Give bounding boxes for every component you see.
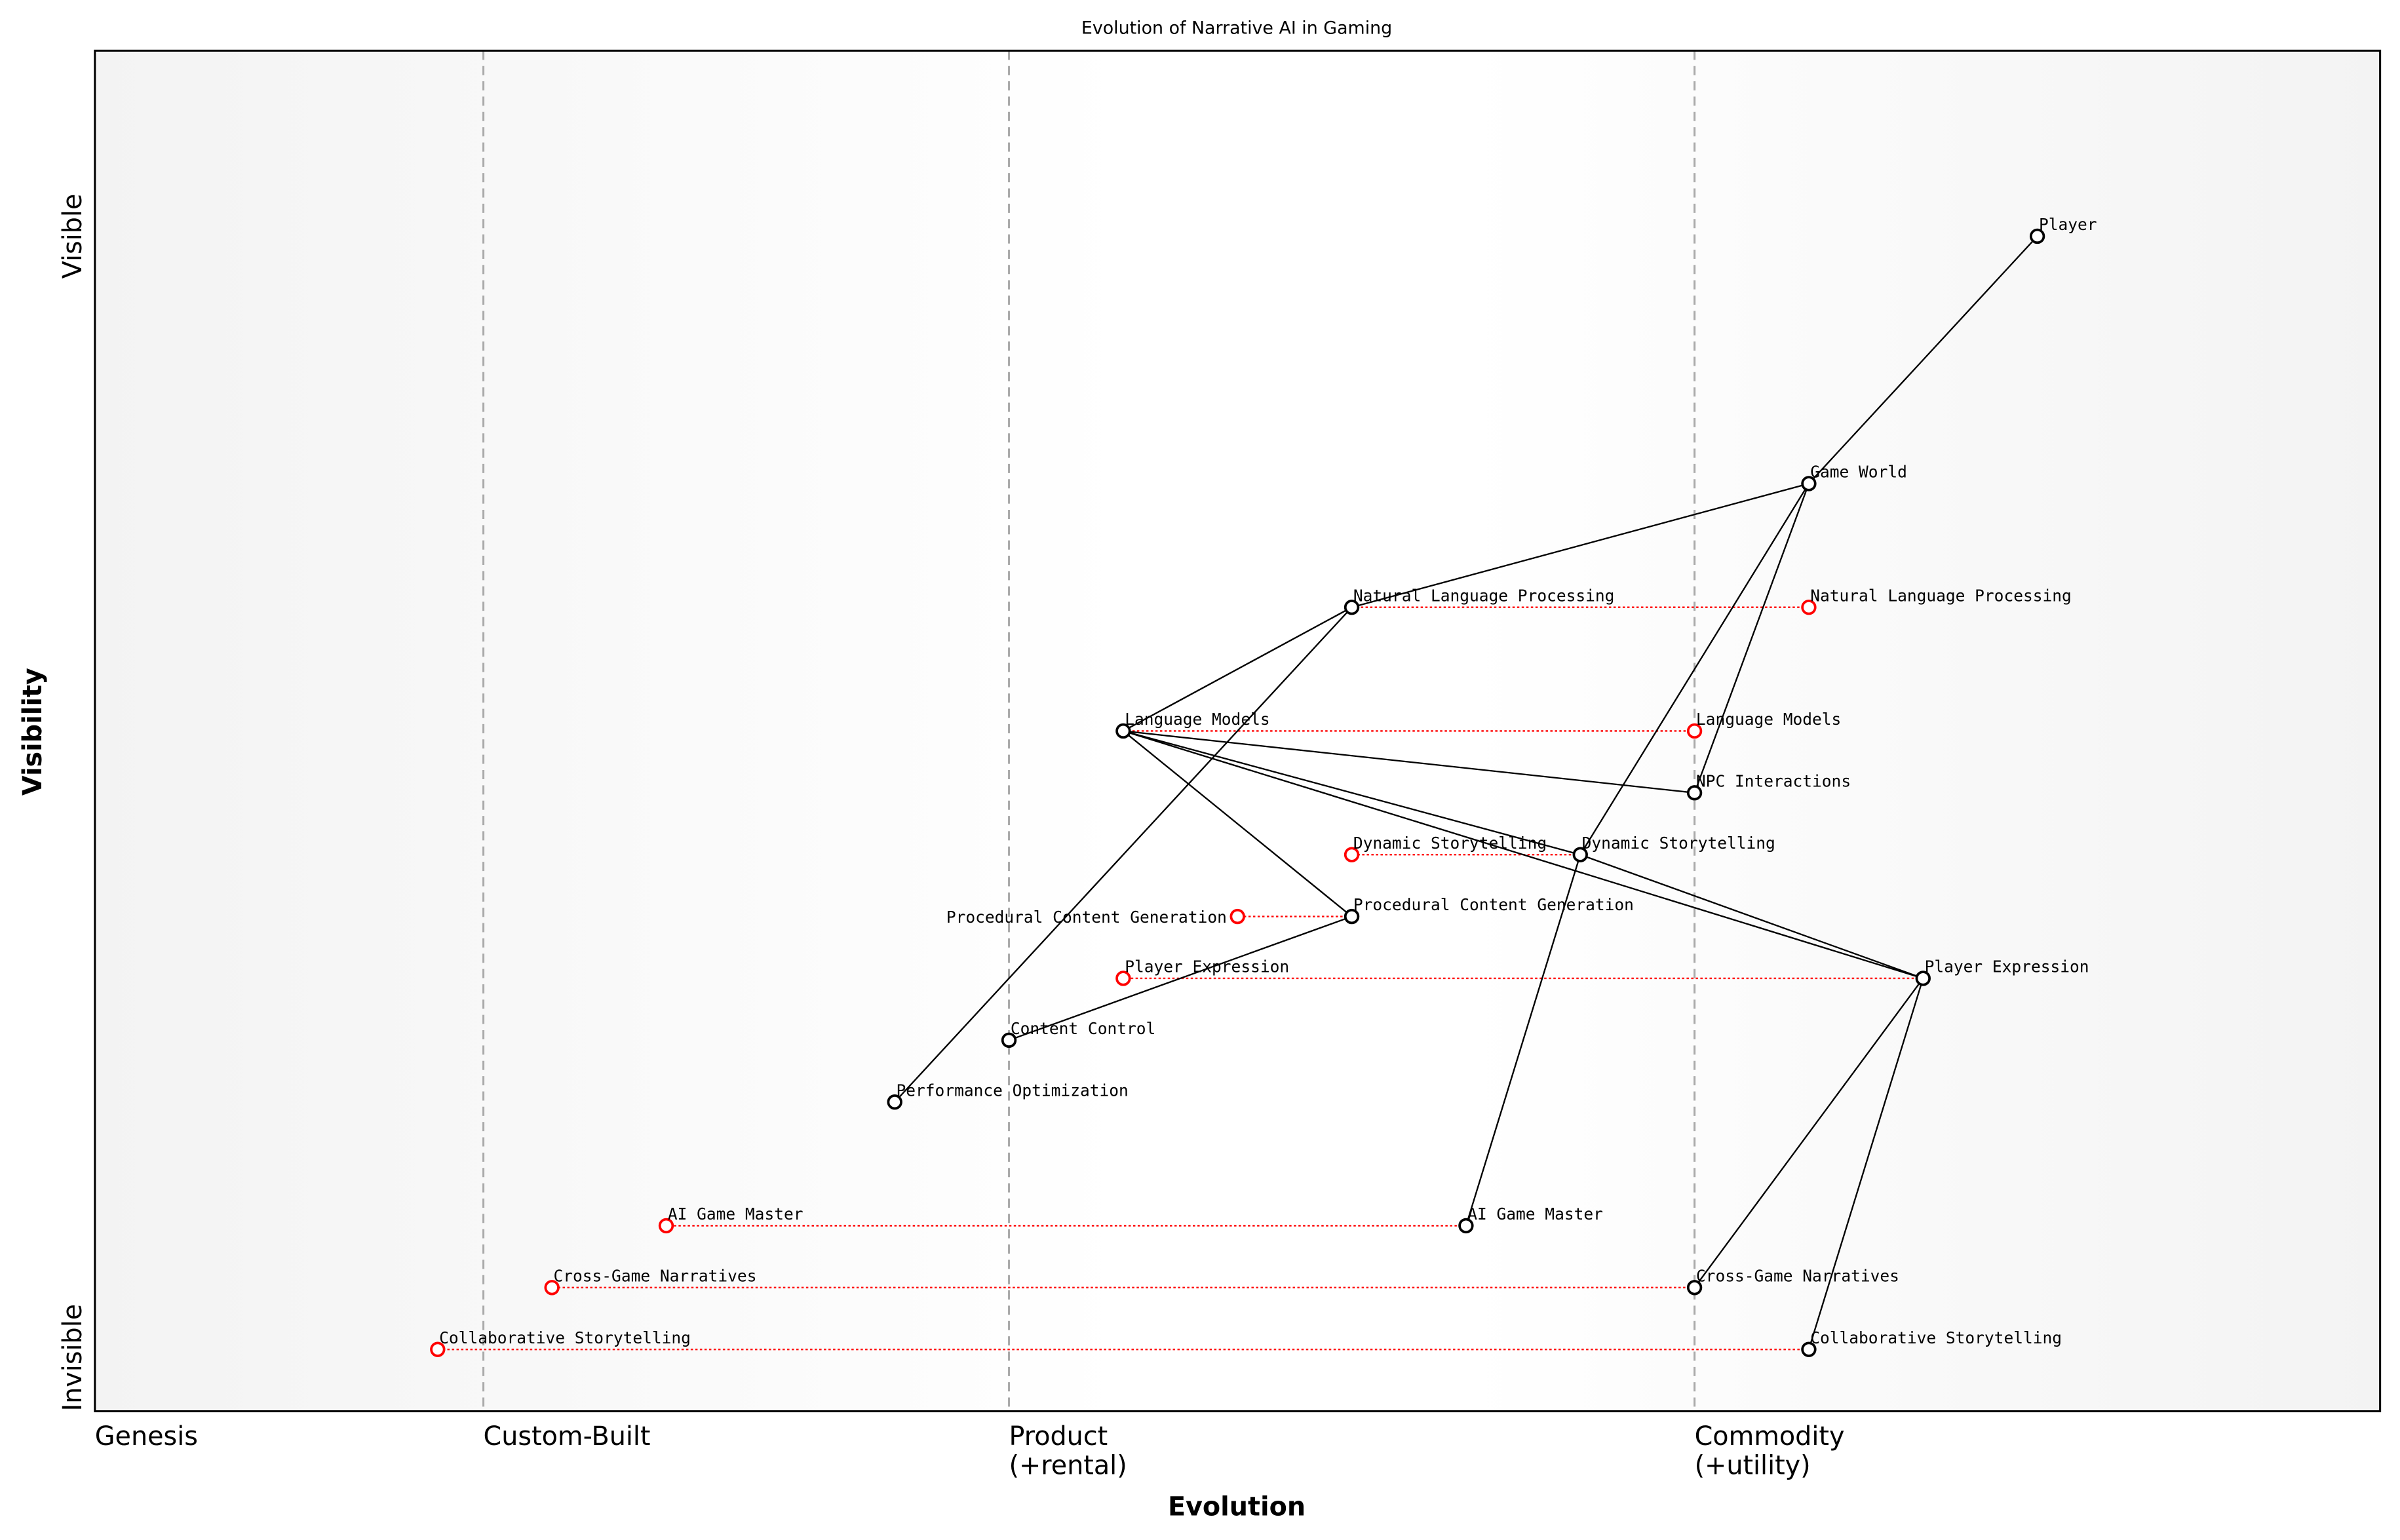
evolution-point <box>430 1341 446 1357</box>
component-label: Performance Optimization <box>897 1081 1129 1100</box>
component-label: Collaborative Storytelling <box>1810 1328 2062 1347</box>
y-tick-label: Visible <box>58 194 88 279</box>
dependency-link <box>1694 978 1924 1288</box>
component-label: Natural Language Processing <box>1353 586 1615 605</box>
x-tick-label: Commodity (+utility) <box>1695 1421 1845 1480</box>
component-label: Player Expression <box>1925 957 2089 976</box>
x-tick-label: Product (+rental) <box>1009 1421 1127 1480</box>
x-tick-label: Custom-Built <box>484 1421 651 1452</box>
dependency-link <box>1123 730 1581 856</box>
x-axis-label: Evolution <box>1168 1492 1306 1522</box>
dependency-link <box>1351 482 1810 608</box>
component-point <box>1458 1218 1474 1234</box>
evolution-label: AI Game Master <box>668 1204 803 1223</box>
component-label: NPC Interactions <box>1696 771 1851 790</box>
evolution-label: Cross-Game Narratives <box>554 1266 757 1285</box>
evolution-point <box>658 1218 674 1234</box>
evolution-point <box>1344 847 1360 862</box>
dependency-link <box>1123 730 1353 917</box>
component-point <box>1001 1032 1017 1048</box>
dependency-link <box>1579 483 1810 855</box>
dependency-link <box>1123 730 1695 794</box>
dependency-link <box>1808 978 1924 1350</box>
component-point <box>1344 600 1360 615</box>
plot-frame <box>94 49 2382 1413</box>
component-label: Procedural Content Generation <box>1353 895 1634 914</box>
evolution-label: Dynamic Storytelling <box>1353 834 1547 853</box>
component-point <box>887 1094 902 1110</box>
component-label: Content Control <box>1011 1019 1155 1038</box>
component-point <box>1915 971 1931 986</box>
dependency-link <box>1123 730 1924 980</box>
evolution-point <box>1686 723 1703 739</box>
component-label: Cross-Game Narratives <box>1696 1266 1899 1285</box>
chart-title: Evolution of Narrative AI in Gaming <box>1081 18 1392 39</box>
dependency-link <box>1123 606 1353 732</box>
dependency-link <box>1808 235 2038 484</box>
evolution-point <box>1115 971 1131 986</box>
evolution-point <box>1801 600 1817 615</box>
evolution-point <box>1229 908 1245 925</box>
y-axis-label: Visibility <box>18 668 48 796</box>
dependency-link <box>1694 483 1810 794</box>
dependency-link <box>1465 854 1581 1226</box>
dependency-link <box>1009 915 1352 1041</box>
evolution-label: Procedural Content Generation <box>946 908 1227 927</box>
evolution-point <box>544 1280 560 1296</box>
component-point <box>1572 847 1588 862</box>
evolution-label: Collaborative Storytelling <box>439 1328 691 1347</box>
evolution-label: Language Models <box>1696 710 1841 729</box>
component-point <box>1801 1341 1817 1357</box>
evolution-label: Player Expression <box>1125 957 1289 976</box>
component-point <box>1686 1280 1703 1296</box>
evolution-label: Natural Language Processing <box>1810 586 2072 605</box>
component-label: Game World <box>1810 463 1907 482</box>
component-point <box>2029 228 2045 244</box>
component-label: AI Game Master <box>1467 1204 1603 1223</box>
component-label: Language Models <box>1125 710 1269 729</box>
x-tick-label: Genesis <box>95 1421 198 1452</box>
component-point <box>1344 908 1360 925</box>
y-tick-label: Invisible <box>58 1304 88 1412</box>
component-point <box>1115 723 1131 739</box>
dependency-link <box>894 606 1353 1103</box>
dependency-link <box>1579 854 1924 980</box>
component-point <box>1686 785 1703 801</box>
component-label: Dynamic Storytelling <box>1582 834 1775 853</box>
component-point <box>1801 476 1817 491</box>
component-label: Player <box>2039 215 2097 234</box>
